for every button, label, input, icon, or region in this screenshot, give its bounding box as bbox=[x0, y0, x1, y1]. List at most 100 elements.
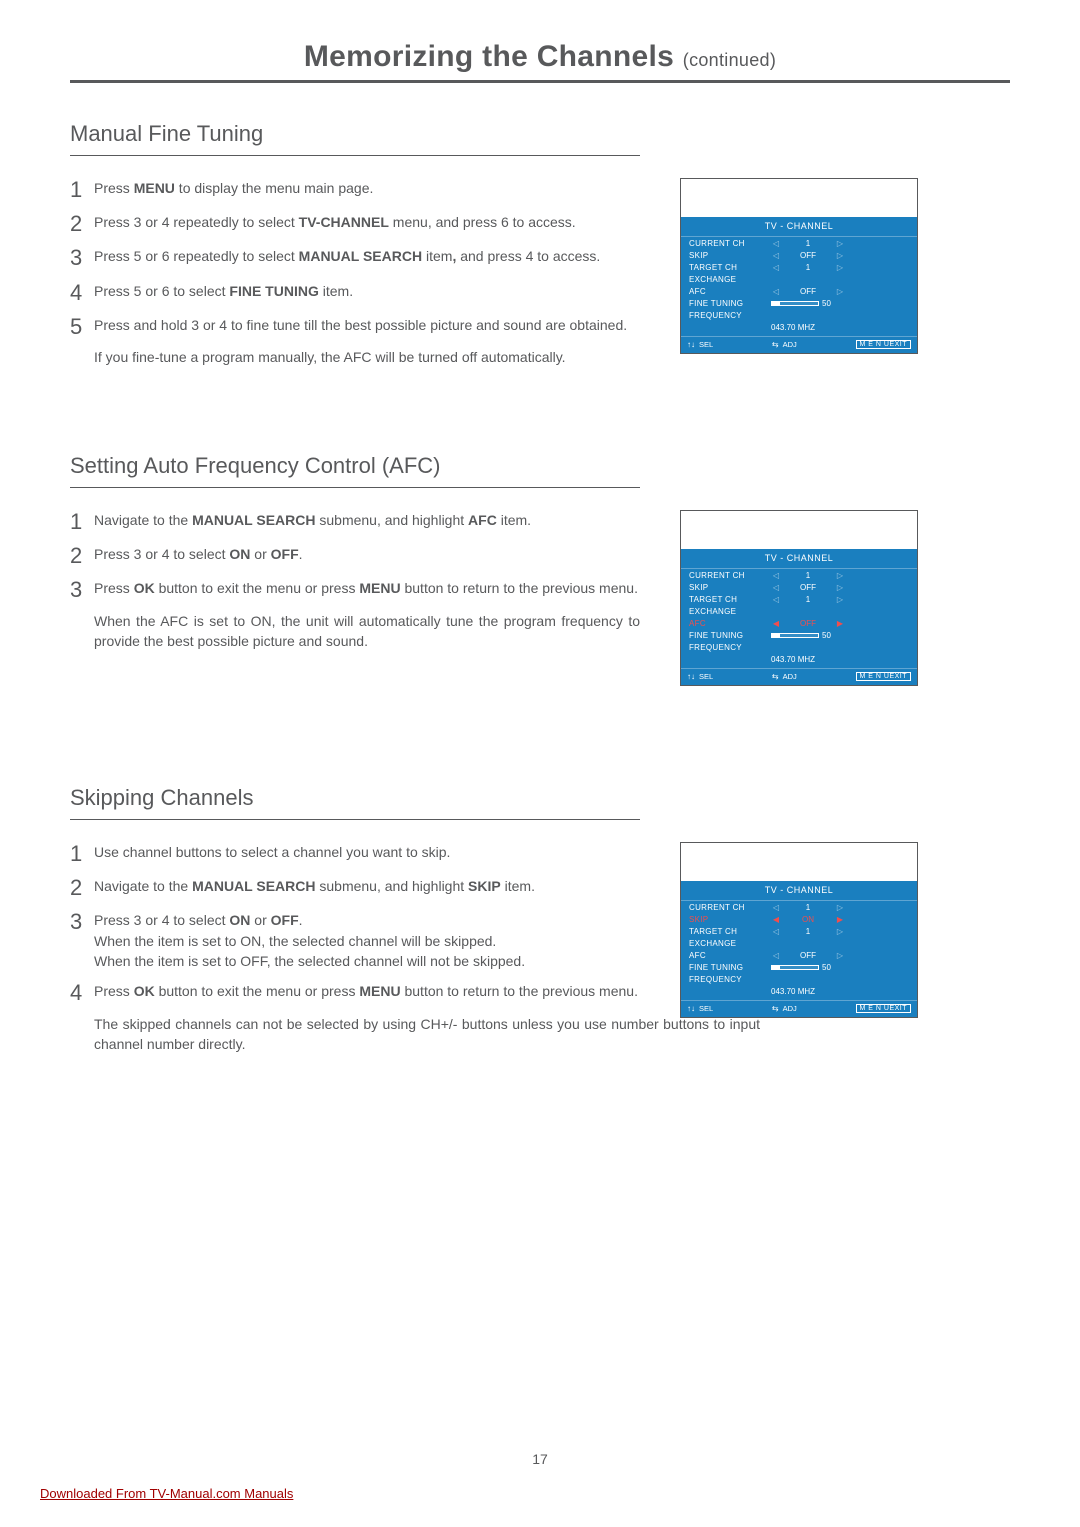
osd-header-blank bbox=[681, 843, 917, 881]
step-number: 4 bbox=[70, 281, 94, 305]
osd-row-target: TARGET CH◁1▷ bbox=[681, 261, 917, 273]
osd-header-blank bbox=[681, 511, 917, 549]
osd-title: TV - CHANNEL bbox=[681, 881, 917, 901]
step: 1 Navigate to the MANUAL SEARCH submenu,… bbox=[70, 510, 640, 534]
osd-row-fine-tuning: FINE TUNING50 bbox=[681, 629, 917, 641]
osd-header-blank bbox=[681, 179, 917, 217]
osd-footer: ↑↓SEL ⇆ADJ M E N UEXIT bbox=[681, 336, 917, 353]
title-main: Memorizing the Channels bbox=[304, 40, 674, 73]
sel-label: SEL bbox=[699, 1004, 713, 1013]
updown-icon: ↑↓ bbox=[687, 340, 695, 349]
step: 2 Press 3 or 4 repeatedly to select TV-C… bbox=[70, 212, 640, 236]
step: 3 Press OK button to exit the menu or pr… bbox=[70, 578, 640, 651]
osd-footer: ↑↓SEL ⇆ADJ M E N UEXIT bbox=[681, 668, 917, 685]
step-number: 3 bbox=[70, 578, 94, 651]
step: 1 Use channel buttons to select a channe… bbox=[70, 842, 760, 866]
step-body: Press OK button to exit the menu or pres… bbox=[94, 983, 638, 999]
osd-footer: ↑↓SEL ⇆ADJ M E N UEXIT bbox=[681, 1000, 917, 1017]
adj-label: ADJ bbox=[783, 672, 797, 681]
osd-row-exchange: EXCHANGE bbox=[681, 273, 917, 285]
osd-menu: TV - CHANNEL CURRENT CH◁1▷ SKIP◁OFF▷ TAR… bbox=[680, 510, 918, 686]
osd-body: TV - CHANNEL CURRENT CH◁1▷ SKIP◀ON▶ TARG… bbox=[681, 881, 917, 1017]
osd-row-target: TARGET CH◁1▷ bbox=[681, 925, 917, 937]
step-number: 2 bbox=[70, 212, 94, 236]
fine-tuning-bar: 50 bbox=[771, 963, 831, 972]
osd-row-skip: SKIP◁OFF▷ bbox=[681, 581, 917, 593]
osd-afc: TV - CHANNEL CURRENT CH◁1▷ SKIP◁OFF▷ TAR… bbox=[680, 510, 918, 686]
steps-manual-fine: 1 Press MENU to display the menu main pa… bbox=[70, 178, 640, 377]
step-text: Press 3 or 4 to select ON or OFF.When th… bbox=[94, 910, 760, 971]
step-number: 3 bbox=[70, 910, 94, 971]
step-number: 3 bbox=[70, 246, 94, 270]
section-heading-manual-fine: Manual Fine Tuning bbox=[70, 121, 640, 156]
osd-row-freq: FREQUENCY bbox=[681, 973, 917, 985]
updown-icon: ↑↓ bbox=[687, 672, 695, 681]
section-skip: 1 Use channel buttons to select a channe… bbox=[70, 842, 1010, 1064]
section-heading-afc: Setting Auto Frequency Control (AFC) bbox=[70, 453, 640, 488]
osd-title: TV - CHANNEL bbox=[681, 217, 917, 237]
osd-title: TV - CHANNEL bbox=[681, 549, 917, 569]
step-number: 2 bbox=[70, 876, 94, 900]
step-number: 5 bbox=[70, 315, 94, 368]
osd-row-freq: FREQUENCY bbox=[681, 641, 917, 653]
download-link[interactable]: Downloaded From TV-Manual.com Manuals bbox=[40, 1486, 293, 1501]
step-text: Press OK button to exit the menu or pres… bbox=[94, 578, 640, 651]
osd-freq-value: 043.70 MHZ bbox=[681, 321, 917, 336]
step: 5 Press and hold 3 or 4 to fine tune til… bbox=[70, 315, 640, 368]
step-text: Press MENU to display the menu main page… bbox=[94, 178, 640, 202]
menu-exit-label: M E N UEXIT bbox=[856, 1004, 912, 1013]
menu-exit-label: M E N UEXIT bbox=[856, 340, 912, 349]
step-number: 2 bbox=[70, 544, 94, 568]
step-text: Press 5 or 6 repeatedly to select MANUAL… bbox=[94, 246, 640, 270]
fine-tuning-bar: 50 bbox=[771, 631, 831, 640]
step-text: Navigate to the MANUAL SEARCH submenu, a… bbox=[94, 510, 640, 534]
step-number: 1 bbox=[70, 510, 94, 534]
osd-row-skip: SKIP◁OFF▷ bbox=[681, 249, 917, 261]
step: 2 Press 3 or 4 to select ON or OFF. bbox=[70, 544, 640, 568]
adj-label: ADJ bbox=[783, 340, 797, 349]
osd-row-current: CURRENT CH◁1▷ bbox=[681, 569, 917, 581]
step: 2 Navigate to the MANUAL SEARCH submenu,… bbox=[70, 876, 760, 900]
osd-row-freq: FREQUENCY bbox=[681, 309, 917, 321]
steps-afc: 1 Navigate to the MANUAL SEARCH submenu,… bbox=[70, 510, 640, 661]
osd-row-afc-selected: AFC◀OFF▶ bbox=[681, 617, 917, 629]
step: 3 Press 3 or 4 to select ON or OFF.When … bbox=[70, 910, 760, 971]
leftright-icon: ⇆ bbox=[772, 672, 779, 681]
step-body: Press OK button to exit the menu or pres… bbox=[94, 580, 638, 596]
step-note: If you fine-tune a program manually, the… bbox=[94, 347, 640, 367]
step-text: Press OK button to exit the menu or pres… bbox=[94, 981, 760, 1054]
step: 3 Press 5 or 6 repeatedly to select MANU… bbox=[70, 246, 640, 270]
section-manual-fine: 1 Press MENU to display the menu main pa… bbox=[70, 178, 1010, 378]
step-text: Use channel buttons to select a channel … bbox=[94, 842, 760, 866]
section-heading-skip: Skipping Channels bbox=[70, 785, 640, 820]
leftright-icon: ⇆ bbox=[772, 1004, 779, 1013]
osd-freq-value: 043.70 MHZ bbox=[681, 653, 917, 668]
step-text: Press and hold 3 or 4 to fine tune till … bbox=[94, 315, 640, 368]
section-afc: 1 Navigate to the MANUAL SEARCH submenu,… bbox=[70, 510, 1010, 710]
step-text: Press 5 or 6 to select FINE TUNING item. bbox=[94, 281, 640, 305]
step-text: Press 3 or 4 repeatedly to select TV-CHA… bbox=[94, 212, 640, 236]
leftright-icon: ⇆ bbox=[772, 340, 779, 349]
osd-row-exchange: EXCHANGE bbox=[681, 937, 917, 949]
step-number: 1 bbox=[70, 842, 94, 866]
steps-skip: 1 Use channel buttons to select a channe… bbox=[70, 842, 760, 1064]
osd-body: TV - CHANNEL CURRENT CH◁1▷ SKIP◁OFF▷ TAR… bbox=[681, 549, 917, 685]
step: 1 Press MENU to display the menu main pa… bbox=[70, 178, 640, 202]
osd-freq-value: 043.70 MHZ bbox=[681, 985, 917, 1000]
osd-row-afc: AFC◁OFF▷ bbox=[681, 285, 917, 297]
fine-tuning-bar: 50 bbox=[771, 299, 831, 308]
step-note: The skipped channels can not be selected… bbox=[94, 1014, 760, 1055]
osd-body: TV - CHANNEL CURRENT CH◁1▷ SKIP◁OFF▷ TAR… bbox=[681, 217, 917, 353]
step-text: Press 3 or 4 to select ON or OFF. bbox=[94, 544, 640, 568]
osd-row-current: CURRENT CH◁1▷ bbox=[681, 901, 917, 913]
osd-row-exchange: EXCHANGE bbox=[681, 605, 917, 617]
osd-skip: TV - CHANNEL CURRENT CH◁1▷ SKIP◀ON▶ TARG… bbox=[680, 842, 918, 1018]
osd-row-fine-tuning: FINE TUNING50 bbox=[681, 297, 917, 309]
step: 4 Press 5 or 6 to select FINE TUNING ite… bbox=[70, 281, 640, 305]
title-continued: (continued) bbox=[683, 50, 776, 70]
osd-manual-fine: TV - CHANNEL CURRENT CH◁1▷ SKIP◁OFF▷ TAR… bbox=[680, 178, 918, 354]
osd-row-current: CURRENT CH◁1▷ bbox=[681, 237, 917, 249]
page-title: Memorizing the Channels (continued) bbox=[70, 40, 1010, 83]
sel-label: SEL bbox=[699, 672, 713, 681]
osd-row-afc: AFC◁OFF▷ bbox=[681, 949, 917, 961]
